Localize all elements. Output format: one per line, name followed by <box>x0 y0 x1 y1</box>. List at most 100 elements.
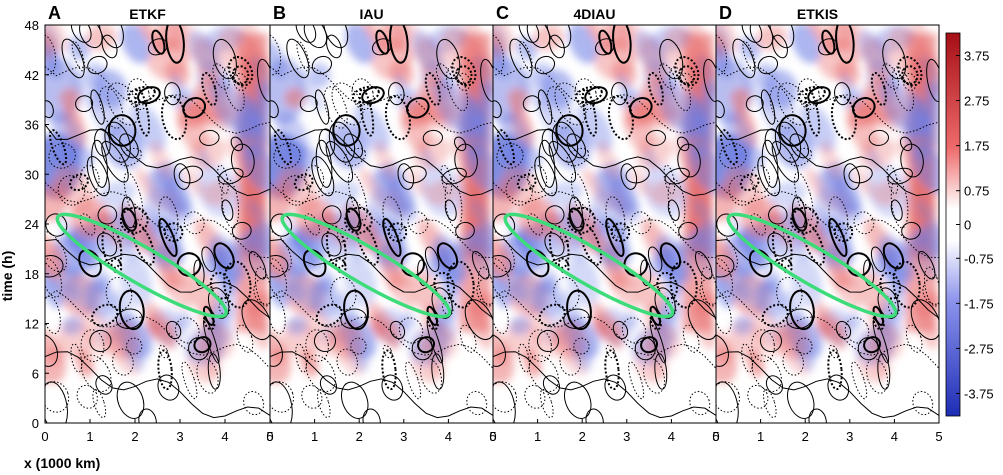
negative-contour <box>828 196 849 238</box>
x-tick-label: 0 <box>489 429 496 444</box>
positive-contour <box>98 25 124 49</box>
negative-contour <box>892 260 921 309</box>
positive-contour <box>493 213 516 237</box>
negative-contour <box>796 337 813 355</box>
positive-anomaly <box>493 233 514 279</box>
negative-contour <box>233 72 248 91</box>
positive-contour <box>518 25 540 43</box>
negative-contour <box>201 71 218 107</box>
negative-anomaly <box>857 30 890 73</box>
negative-contour <box>118 147 142 167</box>
negative-anomaly <box>539 268 559 291</box>
negative-anomaly <box>768 180 807 208</box>
positive-contour <box>70 25 92 43</box>
negative-contour <box>912 391 934 416</box>
negative-anomaly <box>634 30 667 73</box>
contour-lines <box>716 25 939 423</box>
negative-contour <box>134 88 151 137</box>
negative-contour <box>398 317 424 344</box>
x-tick-label: 2 <box>802 429 809 444</box>
positive-anomaly <box>203 180 234 206</box>
negative-contour <box>528 329 552 363</box>
positive-contour <box>792 196 807 229</box>
negative-anomaly <box>682 114 712 138</box>
contour-line <box>493 124 716 197</box>
negative-anomaly <box>796 238 809 263</box>
x-axis-label: x (1000 km) <box>24 455 100 471</box>
negative-contour <box>305 354 336 392</box>
positive-anomaly <box>591 302 623 350</box>
negative-contour <box>384 95 411 141</box>
positive-contour <box>767 232 788 257</box>
positive-contour <box>382 217 402 257</box>
negative-anomaly <box>176 312 193 330</box>
negative-contour <box>669 66 692 112</box>
y-tick-label: 24 <box>25 217 39 232</box>
positive-contour <box>546 25 572 49</box>
positive-anomaly <box>284 88 305 108</box>
negative-contour <box>163 222 184 243</box>
colorbar-tick-label: 1.75 <box>964 139 989 154</box>
negative-contour <box>381 349 397 391</box>
contour-line <box>493 66 716 134</box>
colorbar-tick-label: -0.75 <box>964 251 994 266</box>
positive-contour <box>760 89 776 125</box>
colorbar-tick-label: -1.75 <box>964 296 994 311</box>
positive-contour <box>493 334 506 367</box>
negative-contour <box>902 72 917 91</box>
negative-anomaly <box>97 180 137 208</box>
negative-contour <box>331 82 364 126</box>
positive-contour <box>431 353 445 390</box>
positive-anomaly <box>150 141 173 183</box>
negative-contour <box>330 277 357 311</box>
positive-contour <box>318 128 336 157</box>
positive-contour <box>322 205 342 225</box>
positive-contour <box>817 38 838 56</box>
negative-contour <box>574 78 597 110</box>
negative-contour <box>466 391 488 416</box>
positive-contour <box>118 289 145 331</box>
positive-contour <box>647 246 663 272</box>
negative-contour <box>579 222 603 266</box>
negative-contour <box>518 343 530 373</box>
positive-contour <box>716 255 735 278</box>
negative-contour <box>554 82 587 126</box>
negative-anomaly <box>846 312 862 330</box>
panel-title: 4DIAU <box>573 6 615 22</box>
positive-anomaly <box>730 88 751 108</box>
negative-contour <box>382 344 393 359</box>
negative-anomaly <box>247 199 268 227</box>
positive-contour <box>741 25 763 43</box>
positive-contour <box>203 319 220 364</box>
negative-contour <box>851 361 868 400</box>
y-tick-label: 12 <box>25 317 39 332</box>
negative-anomaly <box>623 312 639 330</box>
positive-anomaly <box>368 302 400 350</box>
negative-contour <box>546 86 571 129</box>
x-tick-label: 1 <box>86 429 93 444</box>
positive-contour <box>137 86 161 105</box>
negative-anomaly <box>58 262 97 313</box>
positive-contour <box>94 128 111 157</box>
negative-anomaly <box>208 234 242 285</box>
positive-anomaly <box>517 197 558 239</box>
negative-contour <box>751 329 775 363</box>
negative-contour <box>301 384 323 409</box>
positive-contour <box>104 121 131 163</box>
negative-contour <box>222 66 245 112</box>
negative-contour <box>387 222 408 243</box>
negative-contour <box>382 196 403 238</box>
colorbar-tick-label: 3.75 <box>964 49 989 64</box>
positive-contour <box>716 213 739 237</box>
negative-contour <box>528 354 559 392</box>
positive-contour <box>761 139 779 188</box>
negative-contour <box>656 271 678 300</box>
negative-contour <box>105 277 133 311</box>
negative-contour <box>442 301 454 316</box>
negative-contour <box>350 337 367 355</box>
positive-contour <box>45 213 68 237</box>
positive-contour <box>545 205 565 225</box>
negative-contour <box>48 143 76 169</box>
positive-anomaly <box>740 197 781 239</box>
